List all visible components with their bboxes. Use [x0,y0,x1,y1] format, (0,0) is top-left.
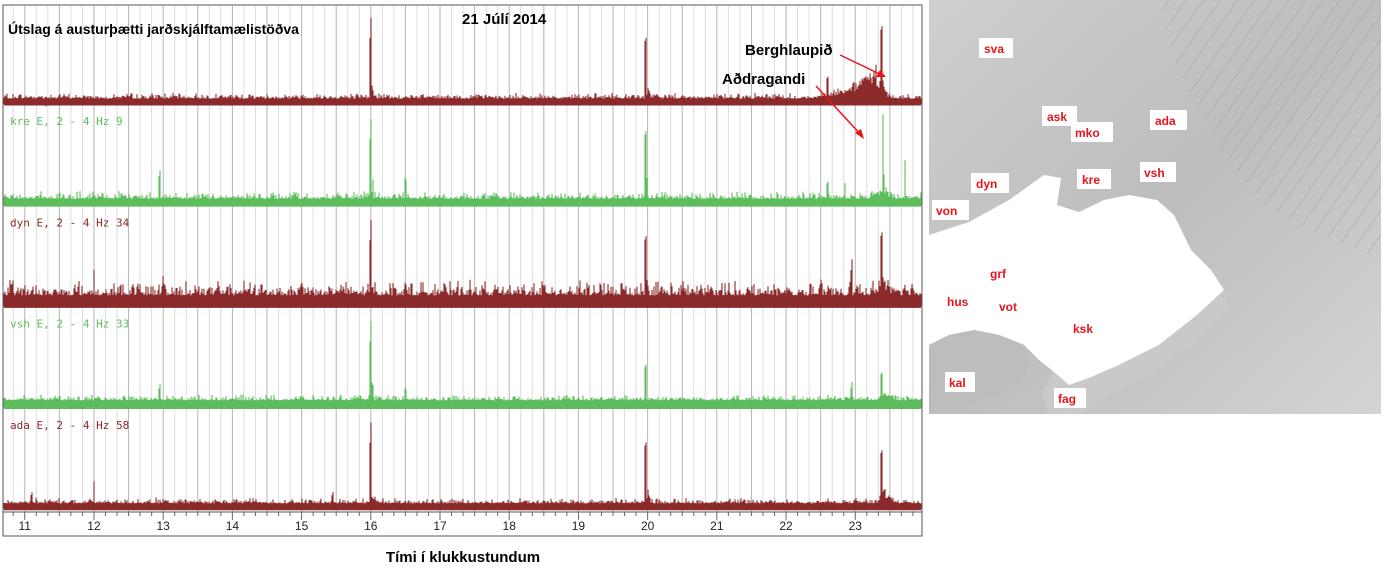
chart-date: 21 Júlí 2014 [462,11,547,28]
trace-label: kre E, 2 - 4 Hz 9 [10,115,123,128]
annotation-addragandi: Aðdragandi [722,71,805,88]
trace-signal [3,321,922,408]
station-map: sva ask mko ada kre vsh dyn von grf hus … [929,0,1381,414]
trace: dyn E, 2 - 4 Hz 34 [3,216,922,308]
station-ada: ada [1155,114,1176,128]
station-hus: hus [947,295,969,309]
time-axis-strip [2,511,923,537]
trace: ada E, 2 - 4 Hz 58 [3,419,922,511]
station-box [1069,318,1105,338]
tick-label: 19 [572,519,586,533]
tick-label: 21 [710,519,724,533]
station-box [1042,106,1077,126]
tick-label: 23 [849,519,863,533]
trace-group: mko E, 2 - 4 Hz 31 kre E, 2 - 4 Hz 9 dyn E… [3,17,922,511]
station-ask: ask [1047,110,1067,124]
tick-label: 15 [295,519,309,533]
station-labels: sva ask mko ada kre vsh dyn von grf hus … [932,38,1187,408]
station-box [1054,388,1086,408]
station-box [1077,169,1111,189]
annotation-berghlaupid: Berghlaupið [745,42,833,59]
station-box [979,38,1013,58]
station-box [932,200,969,220]
tick-label: 12 [87,519,101,533]
trace-signal [3,17,922,105]
station-ksk: ksk [1073,322,1093,336]
station-box [1150,110,1187,130]
fjord-ridges [1159,0,1381,260]
arrow-head-berghlaupid [876,70,886,77]
tick-label: 16 [364,519,378,533]
station-kal: kal [949,376,966,390]
tick-label: 17 [433,519,447,533]
seismogram-chart: mko E, 2 - 4 Hz 31 kre E, 2 - 4 Hz 9 dyn E… [2,4,923,566]
chart-title: Útslag á austurþætti jarðskjálftamælistö… [8,20,299,37]
station-kre: kre [1082,173,1100,187]
x-axis-label: Tími í klukkustundum [386,549,540,566]
trace-signal [3,114,922,206]
station-vot: vot [999,300,1017,314]
station-von: von [936,204,957,218]
station-mko: mko [1075,126,1100,140]
trace: mko E, 2 - 4 Hz 31 [3,17,922,108]
lake-water [929,175,1224,385]
trace-signal [3,422,922,509]
station-dyn: dyn [976,177,997,191]
station-grf: grf [990,267,1007,281]
arrow-addragandi [815,85,863,137]
plot-frame [2,4,923,537]
station-box [1071,122,1113,142]
station-sva: sva [984,42,1004,56]
tick-label: 18 [503,519,517,533]
trace-label: ada E, 2 - 4 Hz 58 [10,419,129,432]
station-vsh: vsh [1144,166,1165,180]
time-axis: 11 12 13 14 15 16 17 18 19 20 21 22 23 [12,512,914,533]
station-box [945,372,975,392]
southern-coast [1041,290,1229,414]
tick-label: 14 [226,519,240,533]
station-box [971,173,1009,193]
arrow-berghlaupid [839,54,885,77]
tick-label: 13 [156,519,170,533]
station-fag: fag [1058,392,1076,406]
trace-signal [3,220,922,307]
trace-label: vsh E, 2 - 4 Hz 33 [10,318,129,331]
tick-label: 11 [19,519,32,533]
tick-label: 20 [641,519,655,533]
station-box [1140,162,1176,182]
southern-land [929,330,1029,414]
trace-label: dyn E, 2 - 4 Hz 34 [10,216,130,229]
trace: kre E, 2 - 4 Hz 9 [3,114,922,207]
trace: vsh E, 2 - 4 Hz 33 [3,318,922,410]
arrow-head-addragandi [855,129,864,139]
tick-label: 22 [779,519,793,533]
